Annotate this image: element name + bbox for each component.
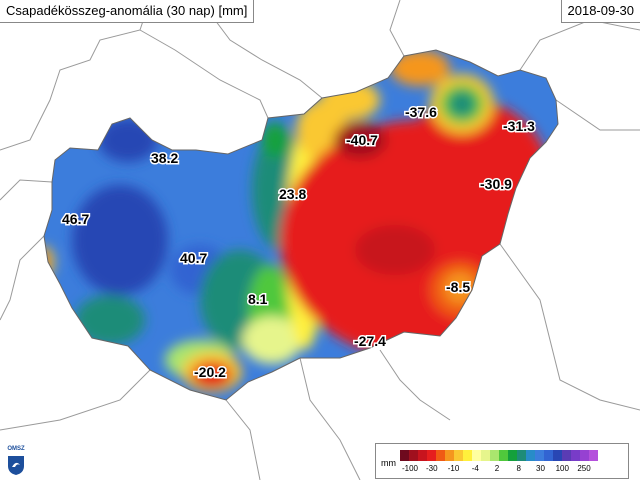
- legend-swatch: [472, 450, 481, 461]
- value-label: 23.8: [279, 186, 306, 202]
- legend-swatch: [409, 450, 418, 461]
- logo-text: OMSZ: [7, 446, 25, 452]
- logo-icon: [8, 456, 24, 475]
- legend-tick-label: -100: [401, 464, 419, 473]
- legend-tick-label: -4: [471, 464, 479, 473]
- map-date: 2018-09-30: [560, 0, 640, 23]
- hungary-border: [43, 49, 559, 401]
- legend-swatch: [400, 450, 409, 461]
- legend-swatch: [454, 450, 463, 461]
- legend-swatch: [553, 450, 562, 461]
- legend-swatch: [445, 450, 454, 461]
- value-label: 38.2: [151, 150, 178, 166]
- legend: mm -100 -30 -10 -4 2 8 30 100 250: [375, 443, 629, 479]
- value-label: -37.6: [405, 104, 437, 120]
- legend-swatch: [427, 450, 436, 461]
- legend-swatch: [490, 450, 499, 461]
- legend-swatch: [481, 450, 490, 461]
- value-labels: 38.2 46.7 40.7 23.8 8.1 -20.2 -40.7 -37.…: [61, 103, 537, 382]
- legend-tick-label: 30: [536, 464, 545, 473]
- omsz-logo: OMSZ: [4, 446, 28, 476]
- legend-tick-label: -10: [447, 464, 460, 473]
- legend-swatch: [526, 450, 535, 461]
- legend-swatch: [499, 450, 508, 461]
- legend-tick-label: -30: [425, 464, 438, 473]
- legend-swatch: [535, 450, 544, 461]
- legend-tick-label: 250: [577, 464, 591, 473]
- legend-swatch: [508, 450, 517, 461]
- value-label: -40.7: [346, 132, 378, 148]
- legend-swatch: [562, 450, 571, 461]
- value-label: -20.2: [194, 364, 226, 380]
- value-label: 8.1: [248, 291, 268, 307]
- legend-swatch: [517, 450, 526, 461]
- legend-tick-label: 8: [516, 464, 521, 473]
- map-title: Csapadékösszeg-anomália (30 nap) [mm]: [0, 0, 255, 23]
- legend-swatch: [418, 450, 427, 461]
- value-label: 40.7: [180, 250, 207, 266]
- legend-swatch: [580, 450, 589, 461]
- legend-swatch: [436, 450, 445, 461]
- legend-swatch: [544, 450, 553, 461]
- legend-tick-label: 100: [555, 464, 569, 473]
- value-label: -8.5: [446, 279, 470, 295]
- value-label: -30.9: [480, 176, 512, 192]
- legend-unit: mm: [381, 458, 396, 468]
- legend-tick-label: 2: [494, 464, 500, 473]
- legend-swatch: [463, 450, 472, 461]
- legend-color-bar: [400, 450, 598, 461]
- legend-swatch: [571, 450, 580, 461]
- legend-swatch: [589, 450, 598, 461]
- value-label: -31.3: [503, 118, 535, 134]
- value-label: -27.4: [354, 333, 386, 349]
- value-label: 46.7: [62, 211, 89, 227]
